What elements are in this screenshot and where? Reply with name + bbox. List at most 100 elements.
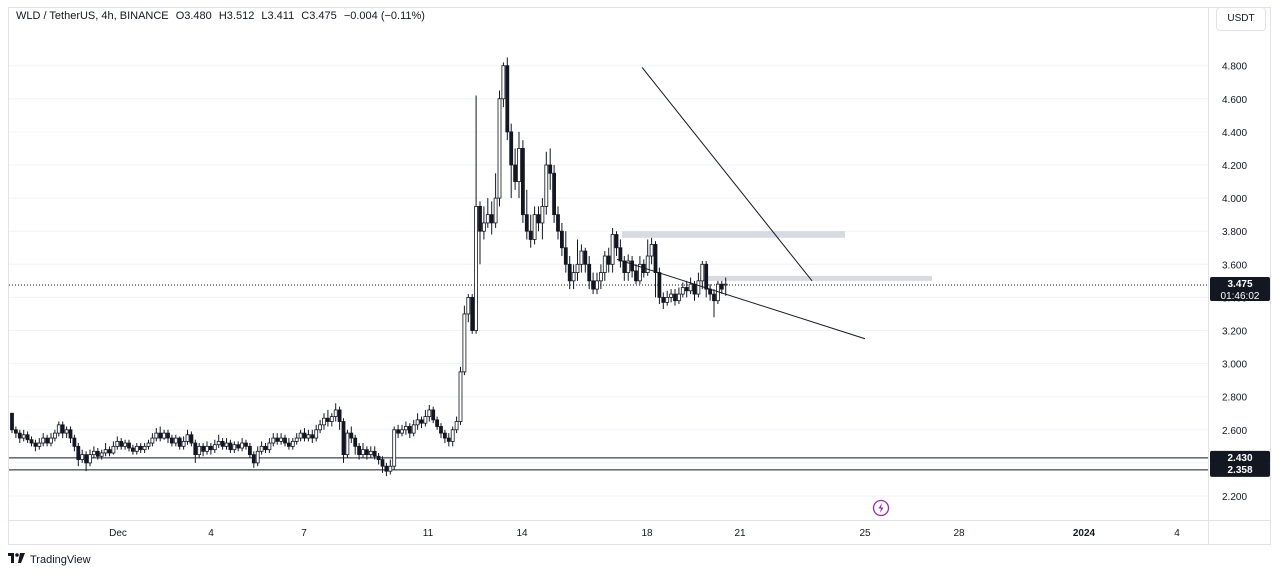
- candle: [571, 264, 576, 290]
- wedge-lower-line[interactable]: [616, 258, 866, 340]
- candle: [220, 438, 225, 450]
- candle: [595, 272, 599, 295]
- candle: [489, 201, 494, 235]
- candle: [446, 433, 451, 447]
- x-tick-label: 25: [859, 528, 871, 539]
- support-price-tag: 2.358: [1210, 462, 1270, 477]
- candle: [497, 90, 502, 207]
- candle: [552, 165, 556, 223]
- candle: [228, 439, 233, 453]
- candle: [665, 290, 670, 306]
- candle: [462, 305, 467, 376]
- candle: [450, 426, 455, 447]
- candle: [622, 256, 627, 281]
- x-tick-label: 28: [953, 528, 965, 539]
- candle: [400, 424, 404, 437]
- candle: [146, 439, 151, 450]
- candle: [548, 148, 553, 190]
- candle: [368, 446, 373, 458]
- y-tick-label: 3.200: [1222, 327, 1247, 338]
- candle: [673, 289, 677, 306]
- y-tick-label: 4.800: [1222, 62, 1247, 73]
- candle: [380, 456, 385, 473]
- x-tick-label: 18: [641, 528, 653, 539]
- x-tick-label: 4: [208, 528, 214, 539]
- currency-button[interactable]: USDT: [1216, 7, 1266, 31]
- candle: [634, 264, 638, 285]
- candle: [513, 148, 517, 190]
- candle: [423, 409, 428, 427]
- candle: [37, 438, 42, 450]
- y-tick-label: 2.200: [1222, 492, 1247, 503]
- lightning-icon[interactable]: [872, 499, 890, 517]
- candle: [649, 237, 654, 265]
- candle: [677, 287, 681, 305]
- candle: [212, 439, 217, 453]
- symbol-title[interactable]: WLD / TetherUS, 4h, BINANCE: [16, 10, 169, 22]
- candle: [638, 256, 642, 285]
- candle: [563, 231, 568, 273]
- candle: [364, 446, 369, 460]
- candle: [158, 426, 163, 442]
- candle: [454, 416, 459, 434]
- candle: [111, 441, 116, 455]
- candle: [142, 443, 147, 453]
- candle: [357, 443, 362, 460]
- candle: [271, 433, 276, 447]
- y-tick-label: 3.600: [1222, 260, 1247, 271]
- candle: [130, 444, 135, 455]
- candle: [45, 434, 49, 447]
- candle: [60, 421, 65, 439]
- brand-footer[interactable]: TradingView: [8, 553, 91, 566]
- price-tag-text: 2.358: [1227, 465, 1252, 476]
- candle: [474, 95, 479, 334]
- candle: [322, 413, 326, 430]
- candle: [345, 429, 350, 458]
- resistance-zone: [700, 275, 932, 281]
- candle: [415, 413, 420, 430]
- candle: [181, 436, 186, 450]
- candle: [255, 446, 260, 467]
- candle: [470, 294, 475, 334]
- candle: [236, 441, 241, 452]
- candle: [306, 429, 311, 442]
- candle: [216, 434, 221, 449]
- candle: [325, 409, 330, 427]
- plot-frame: [8, 7, 1271, 545]
- wedge-upper-line[interactable]: [641, 67, 813, 282]
- candle: [587, 256, 592, 290]
- candle: [556, 206, 560, 240]
- candle: [298, 429, 303, 442]
- candle: [540, 198, 545, 240]
- candle: [162, 429, 167, 440]
- candle: [189, 431, 194, 447]
- candle: [138, 443, 143, 453]
- candle: [283, 434, 287, 447]
- candle: [10, 412, 14, 434]
- candle: [92, 446, 96, 458]
- change-value: −0.004 (−0.11%): [343, 10, 425, 22]
- candle: [528, 214, 533, 248]
- candle: [341, 418, 346, 463]
- candle: [310, 429, 315, 444]
- x-tick-label: Dec: [109, 528, 127, 539]
- candle: [521, 140, 525, 223]
- candle: [251, 451, 256, 468]
- candle: [712, 289, 716, 318]
- candle: [653, 241, 658, 298]
- candle: [208, 443, 213, 455]
- candle: [719, 280, 724, 295]
- tradingview-logo-icon: [8, 553, 26, 566]
- candle: [103, 443, 108, 457]
- candle: [107, 446, 112, 457]
- candle: [579, 244, 584, 273]
- candle: [618, 239, 623, 268]
- candle: [177, 436, 182, 450]
- candle: [41, 433, 46, 447]
- candle: [376, 452, 381, 465]
- candle: [259, 441, 264, 455]
- candle: [115, 436, 120, 450]
- candle: [56, 421, 61, 437]
